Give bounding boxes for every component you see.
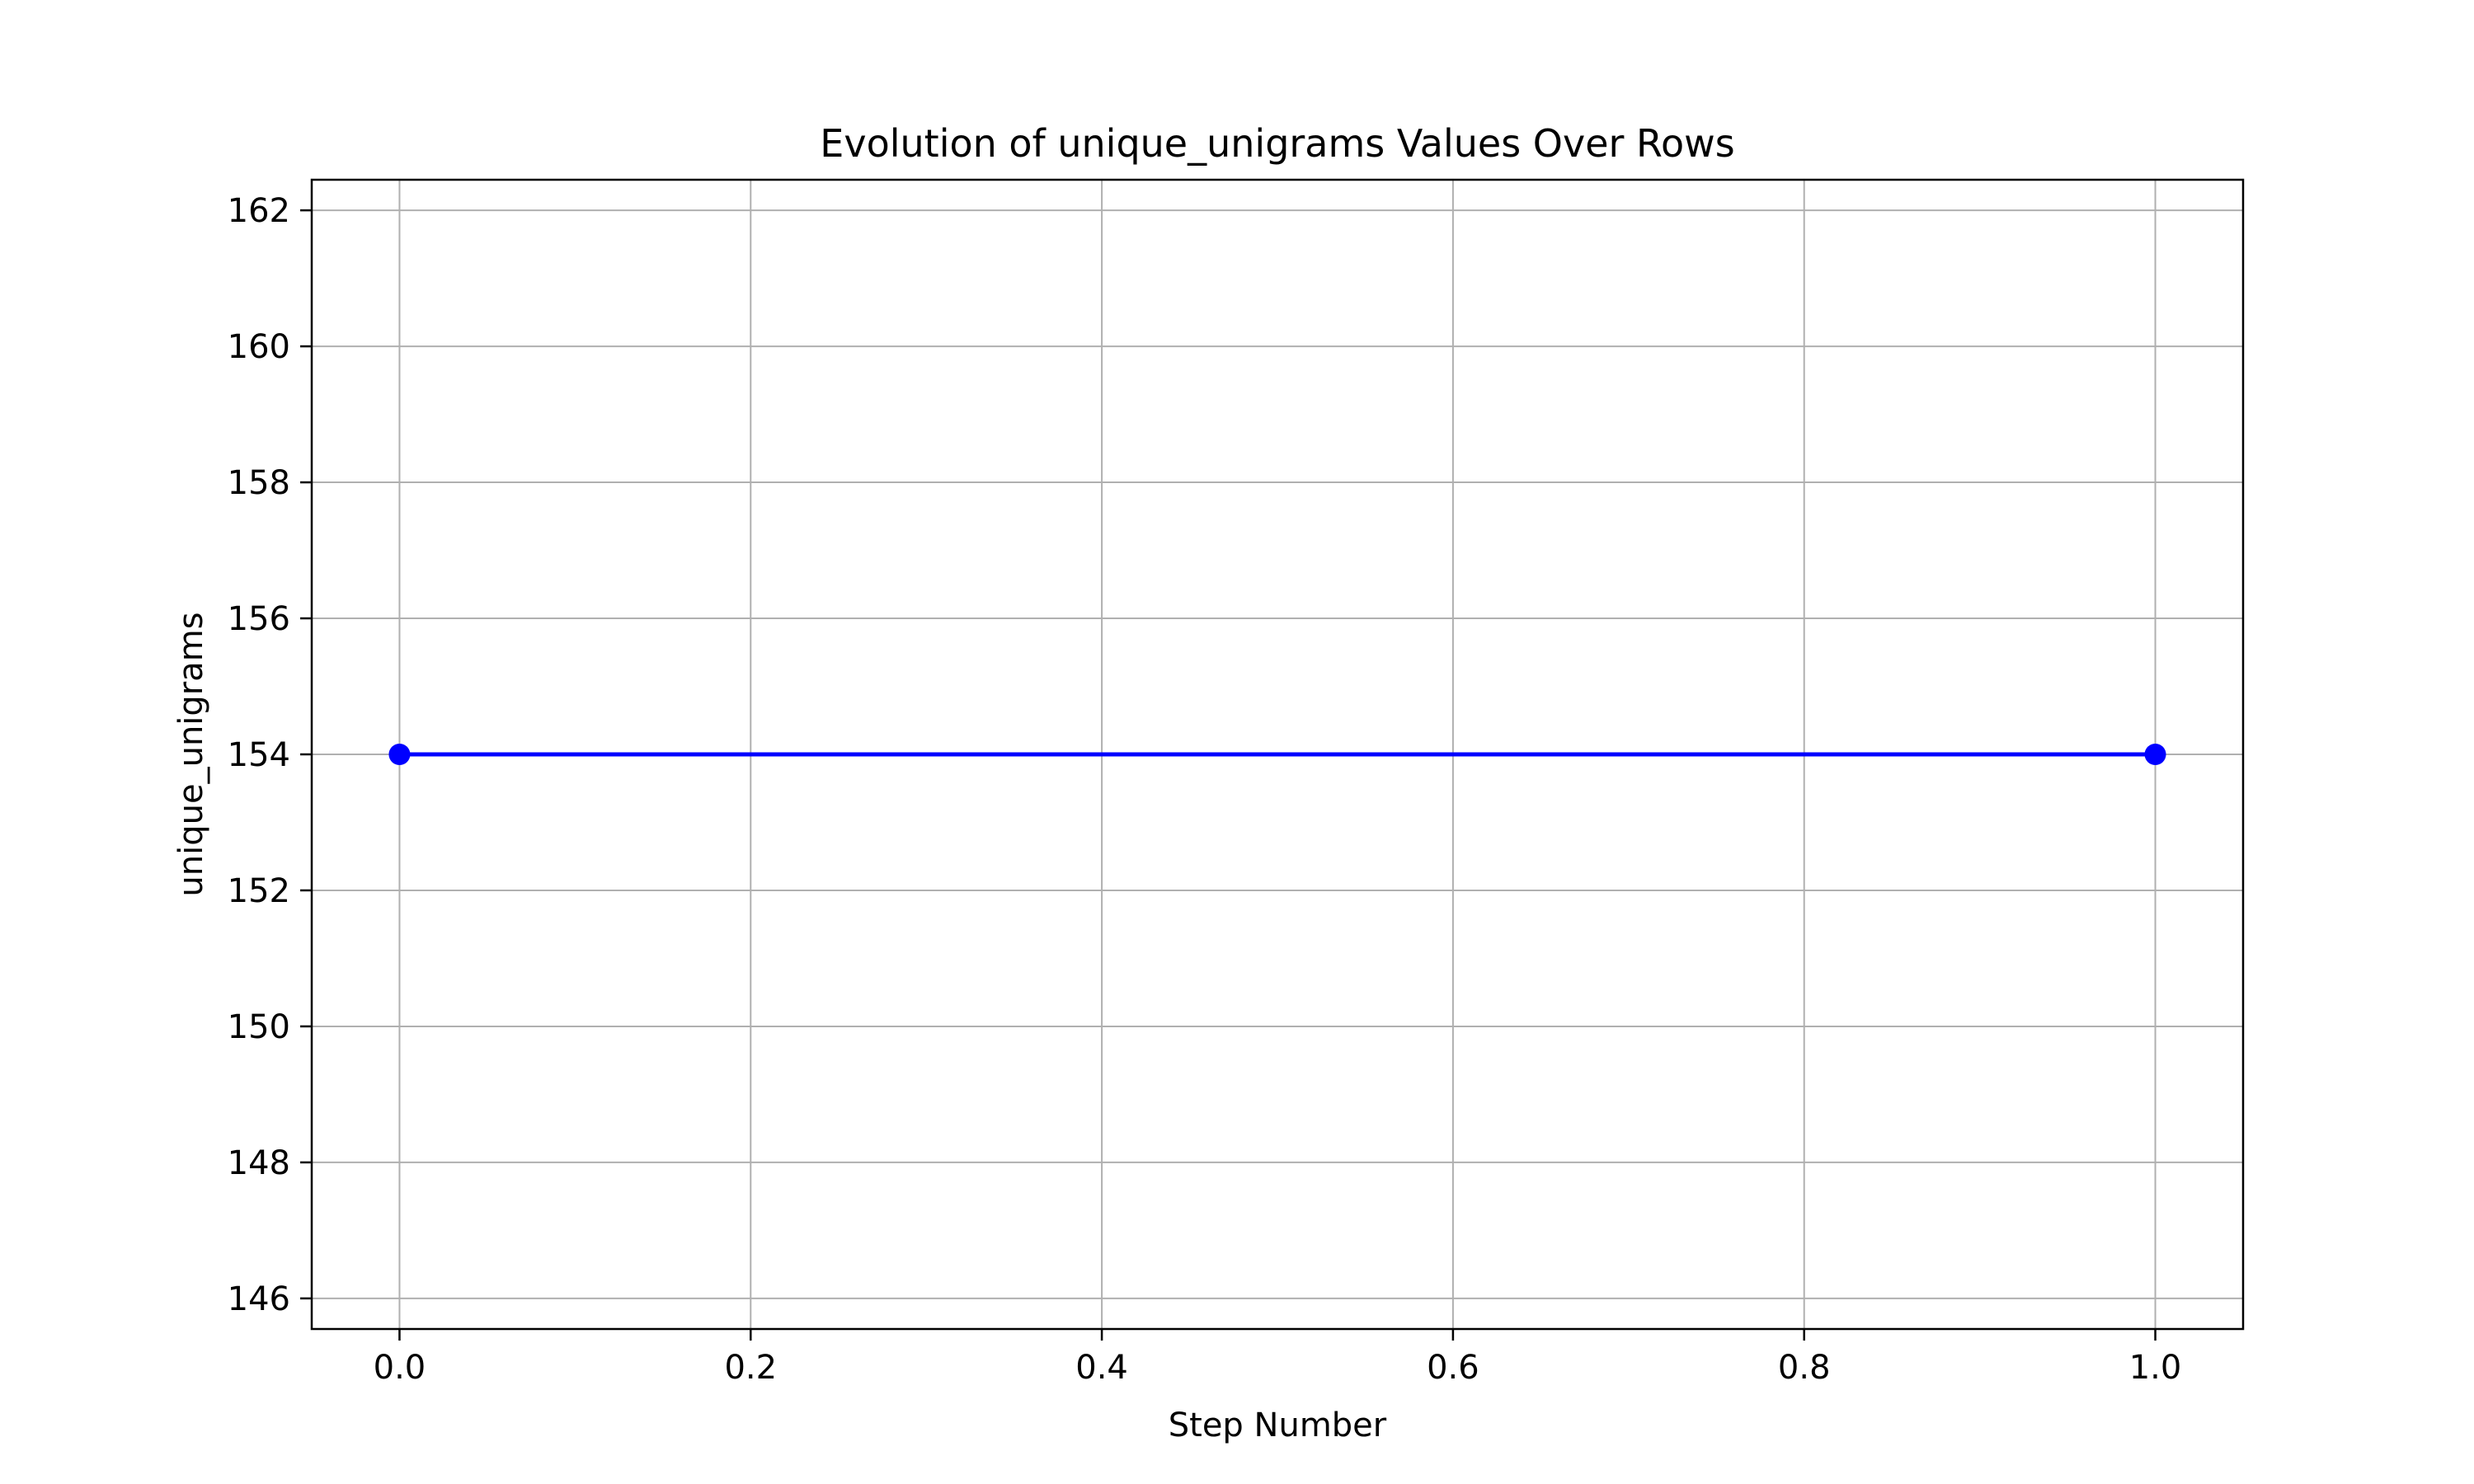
axis-ticks: 0.0 0.2 0.4 0.6 0.8 1.0 146 148 150 152 154 156 158 1… <box>228 192 2182 1387</box>
x-tick-label: 0.8 <box>1778 1349 1831 1387</box>
x-tick-label: 1.0 <box>2129 1349 2182 1387</box>
y-tick-label: 162 <box>228 192 290 230</box>
x-tick-label: 0.6 <box>1427 1349 1479 1387</box>
x-axis-label: Step Number <box>1169 1407 1387 1444</box>
chart-title: Evolution of unique_unigrams Values Over… <box>820 121 1734 166</box>
y-tick-label: 148 <box>228 1144 290 1182</box>
y-tick-label: 150 <box>228 1008 290 1046</box>
y-tick-label: 146 <box>228 1280 290 1318</box>
y-tick-label: 158 <box>228 464 290 502</box>
series-layer <box>388 744 2166 765</box>
y-axis-label: unique_unigrams <box>172 612 210 896</box>
x-tick-label: 0.4 <box>1075 1349 1128 1387</box>
data-point <box>388 744 411 765</box>
y-tick-label: 152 <box>228 872 290 910</box>
data-point <box>2144 744 2166 765</box>
y-tick-label: 156 <box>228 600 290 638</box>
x-tick-label: 0.0 <box>374 1349 426 1387</box>
y-tick-label: 154 <box>228 736 290 774</box>
y-tick-label: 160 <box>228 328 290 366</box>
x-tick-label: 0.2 <box>724 1349 777 1387</box>
